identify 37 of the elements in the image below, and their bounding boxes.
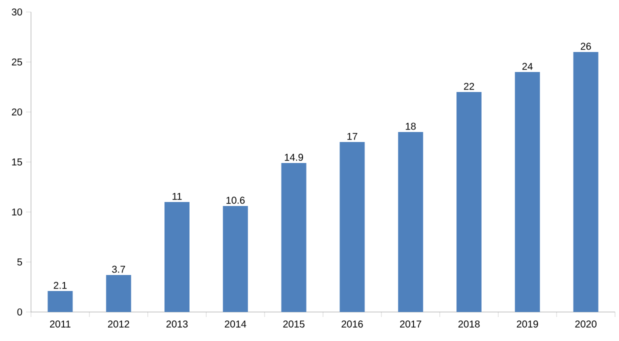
y-tick-label: 20 xyxy=(12,108,22,116)
bar xyxy=(340,142,365,312)
y-tick-label: 0 xyxy=(17,308,22,316)
y-tick-label: 30 xyxy=(12,8,22,16)
data-label: 18 xyxy=(406,122,416,130)
y-tick-label: 5 xyxy=(17,258,22,266)
bar xyxy=(398,132,424,312)
x-tick-label: 2019 xyxy=(516,320,538,328)
data-label: 24 xyxy=(522,62,533,70)
x-tick-label: 2012 xyxy=(108,320,130,328)
bar xyxy=(222,206,248,312)
data-label: 22 xyxy=(464,82,474,90)
x-tick-label: 2017 xyxy=(400,320,422,328)
data-label: 14.9 xyxy=(284,154,304,161)
bar xyxy=(514,72,540,312)
bar xyxy=(281,163,306,312)
bar xyxy=(48,291,73,312)
x-tick-label: 2016 xyxy=(342,320,363,328)
bar xyxy=(164,202,190,312)
bar xyxy=(106,275,132,312)
data-label: 10.6 xyxy=(226,196,245,204)
x-tick-label: 2020 xyxy=(575,320,597,328)
x-tick-label: 2018 xyxy=(458,320,480,328)
x-tick-label: 2013 xyxy=(166,320,188,328)
data-label: 2.1 xyxy=(54,282,67,289)
y-tick-label: 15 xyxy=(12,158,22,166)
bar xyxy=(573,52,598,312)
y-tick-label: 25 xyxy=(12,58,22,66)
x-tick-label: 2015 xyxy=(283,320,304,328)
data-label: 11 xyxy=(172,192,182,200)
x-tick-label: 2014 xyxy=(224,320,246,328)
data-label: 26 xyxy=(580,42,591,50)
y-tick-label: 10 xyxy=(12,208,22,216)
data-label: 17 xyxy=(347,132,358,140)
x-tick-label: 2011 xyxy=(50,320,70,328)
data-label: 3.7 xyxy=(112,266,126,273)
bar xyxy=(456,92,482,312)
